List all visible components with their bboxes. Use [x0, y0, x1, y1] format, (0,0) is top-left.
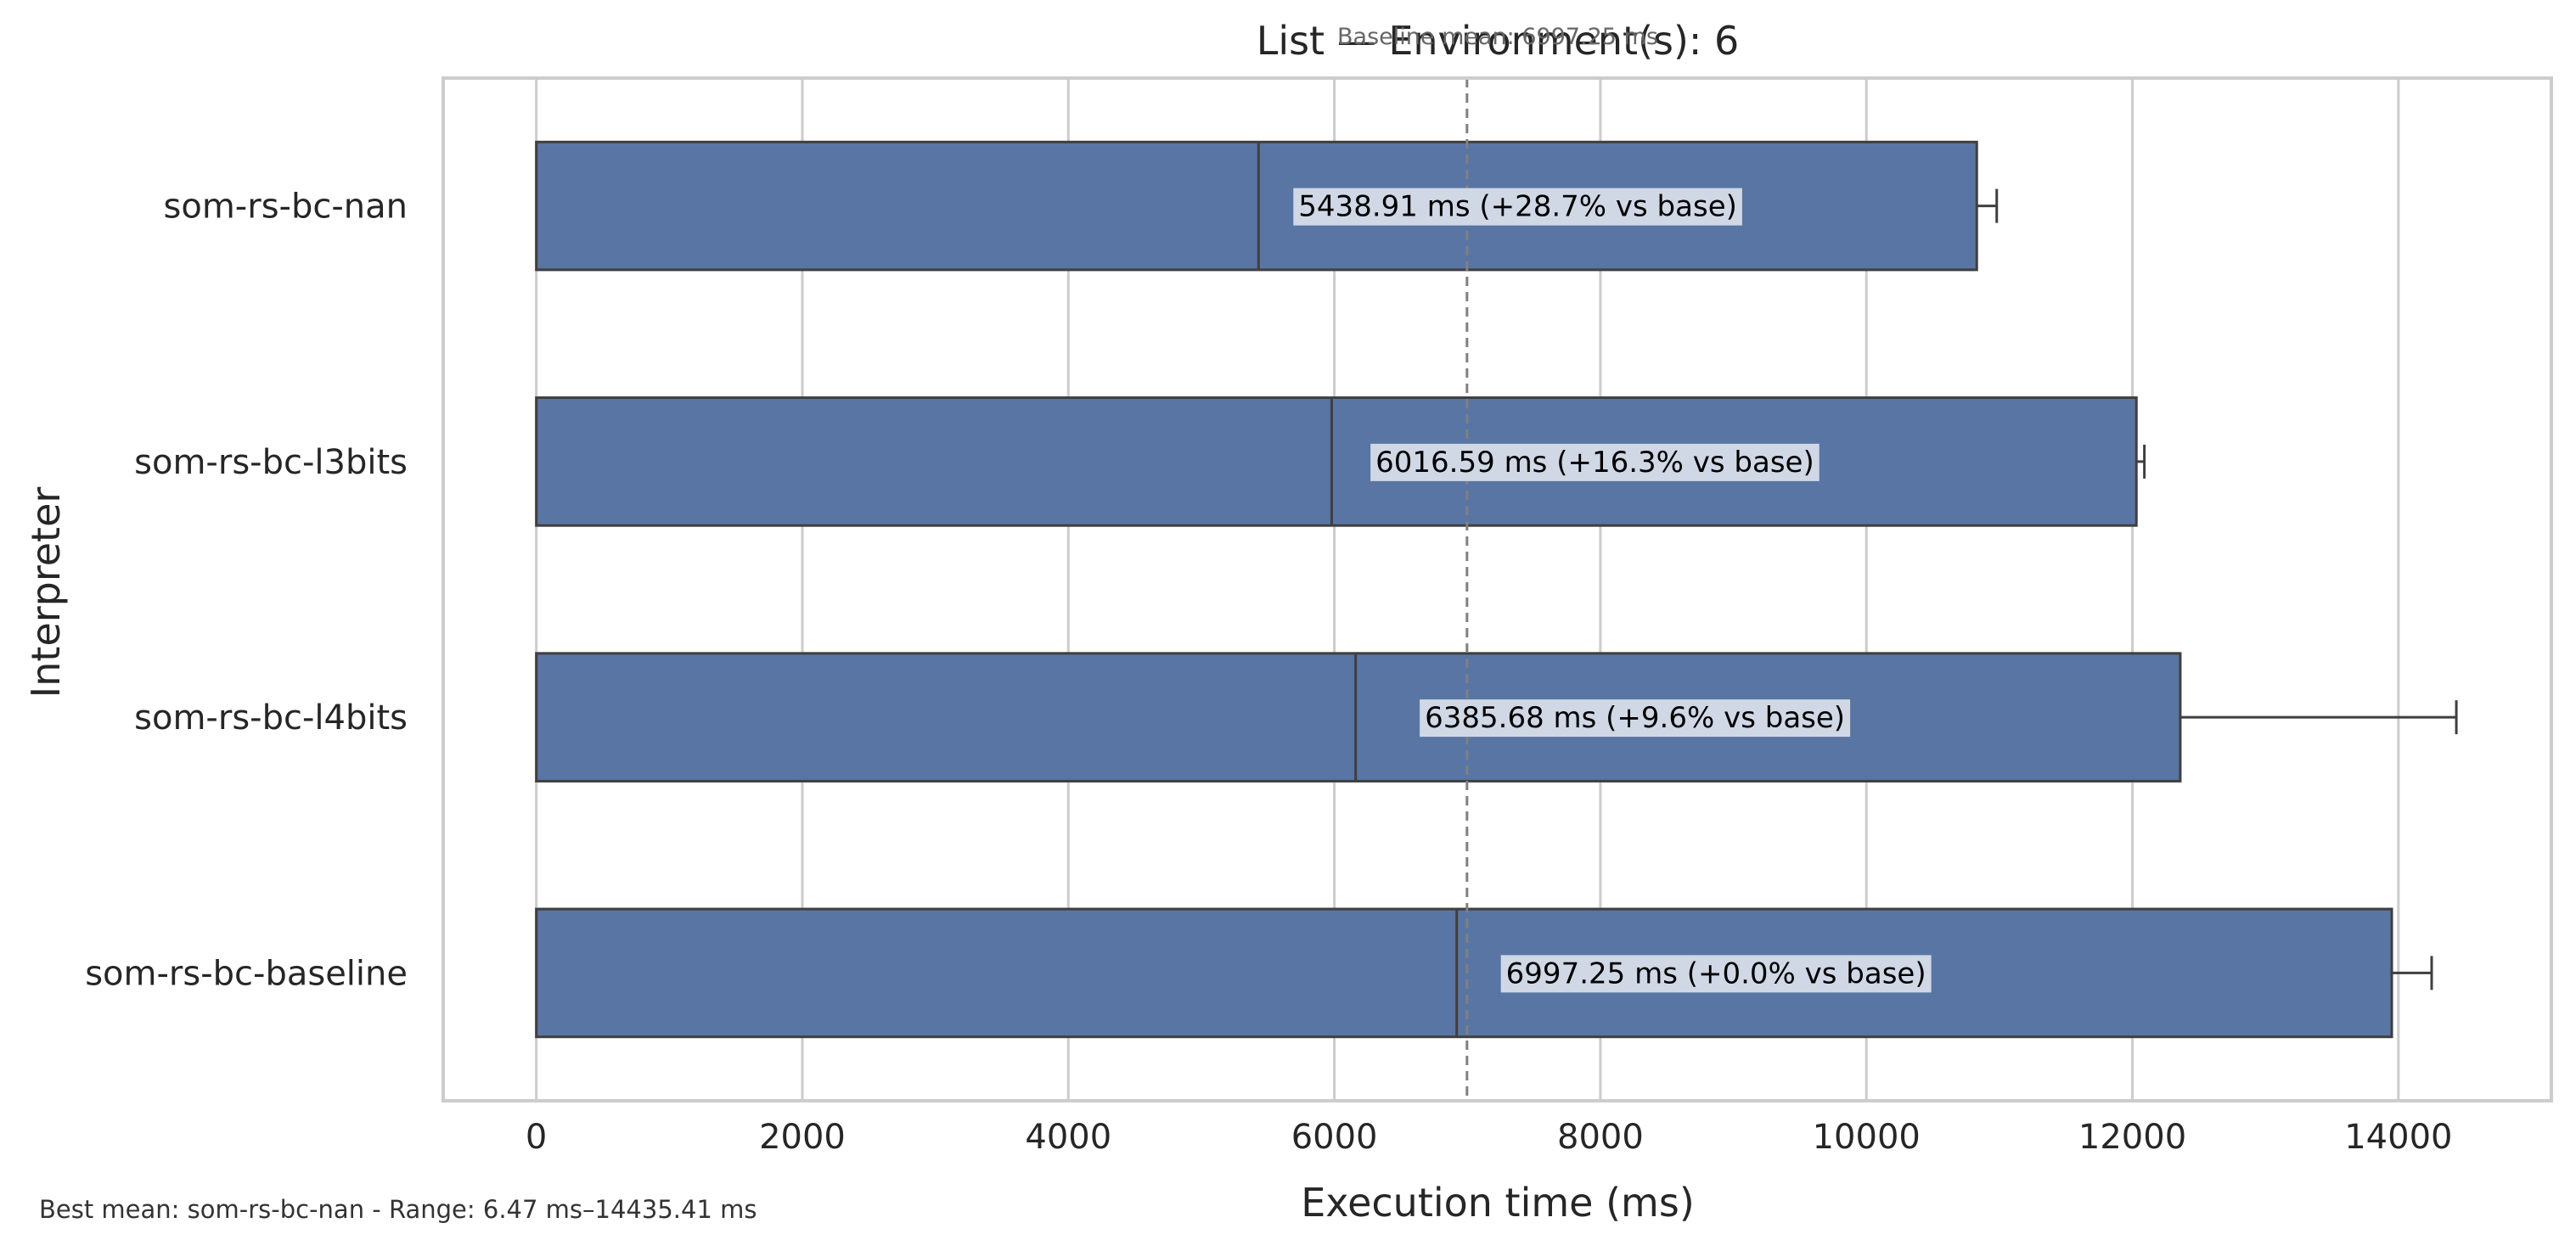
x-tick-label: 14000	[2344, 1118, 2452, 1157]
plot-frame	[442, 76, 2553, 1102]
x-ticks: 0 2000 4000 6000 8000 10000 12000 14000	[526, 1118, 2453, 1157]
bars: 5438.91 ms (+28.7% vs base) 6016.59 ms (+…	[535, 78, 2458, 1101]
value-label-box	[1293, 188, 1742, 226]
x-tick-label: 4000	[1025, 1118, 1111, 1157]
y-axis-label: Interpreter	[23, 487, 69, 698]
chart-title: List — Environment(s): 6	[1257, 18, 1740, 64]
value-label: 6385.68 ms (+9.6% vs base)	[1425, 701, 1845, 735]
x-tick-label: 2000	[759, 1118, 846, 1157]
x-axis-label: Execution time (ms)	[1301, 1180, 1695, 1226]
y-ticks: som-rs-bc-nan som-rs-bc-l3bits som-rs-bc-l…	[85, 188, 408, 994]
value-label: 6997.25 ms (+0.0% vs base)	[1506, 956, 1926, 990]
x-tick-label: 10000	[1813, 1118, 1921, 1157]
baseline-note: Baseline mean: 6997.25 ms	[1337, 24, 1658, 50]
bar	[535, 140, 1978, 272]
value-label-box	[1370, 443, 1820, 481]
x-tick-label: 6000	[1291, 1118, 1378, 1157]
value-label: 5438.91 ms (+28.7% vs base)	[1298, 190, 1737, 224]
x-tick-label: 0	[526, 1118, 547, 1157]
bar	[535, 907, 2393, 1039]
value-label-box	[1420, 699, 1851, 738]
y-tick-label: som-rs-bc-l3bits	[134, 443, 408, 482]
value-label: 6016.59 ms (+16.3% vs base)	[1375, 446, 1814, 480]
footer-note: Best mean: som-rs-bc-nan - Range: 6.47 m…	[39, 1195, 756, 1224]
bar	[535, 652, 2182, 783]
bar	[535, 396, 2138, 527]
x-tick-label: 8000	[1557, 1118, 1644, 1157]
x-tick-label: 12000	[2078, 1118, 2186, 1157]
y-tick-label: som-rs-bc-l4bits	[134, 698, 408, 738]
y-tick-label: som-rs-bc-baseline	[85, 954, 408, 993]
value-label-box	[1500, 955, 1932, 993]
y-tick-label: som-rs-bc-nan	[164, 188, 408, 227]
